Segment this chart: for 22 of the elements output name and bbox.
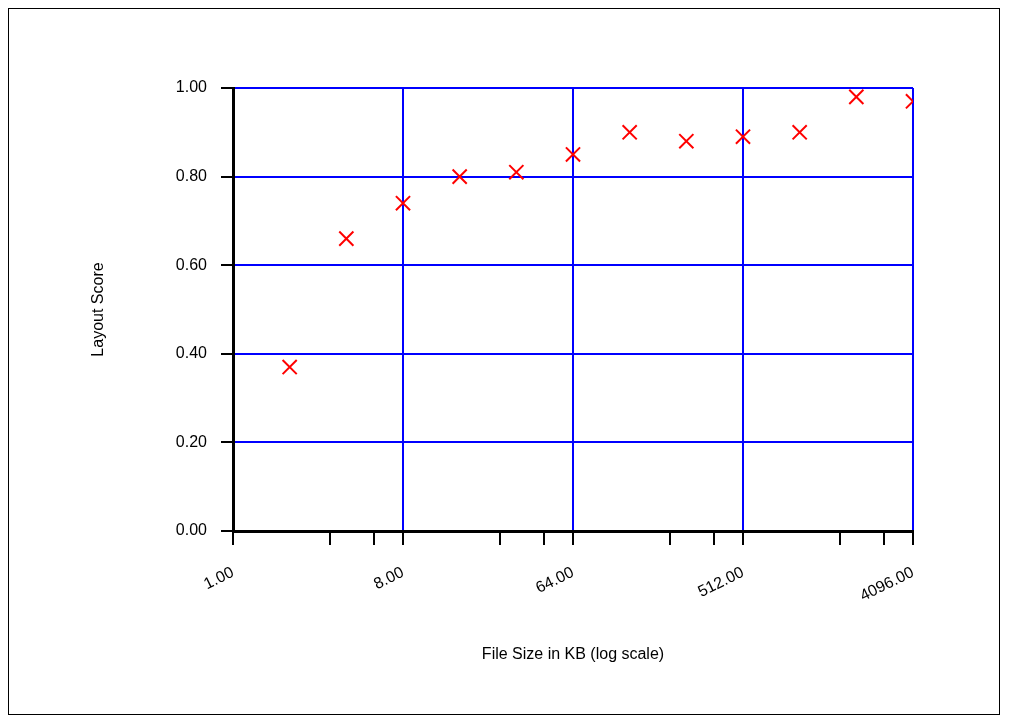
point — [338, 230, 355, 247]
point — [848, 88, 865, 105]
point — [621, 124, 638, 141]
point — [508, 164, 525, 181]
point — [734, 128, 752, 145]
point — [564, 146, 582, 163]
x-tick-label: 8.00 — [370, 562, 407, 593]
x-tick-label: 1.00 — [200, 562, 237, 593]
x-tick-label: 64.00 — [532, 562, 577, 597]
y-tick-label: 0.80 — [175, 167, 208, 185]
y-tick-label: 1.00 — [175, 78, 208, 96]
y-axis-title: Layout Score — [89, 262, 107, 357]
x-axis-title: File Size in KB (log scale) — [481, 644, 665, 662]
y-tick-label: 0.40 — [175, 344, 208, 362]
point — [678, 133, 695, 150]
y-tick-label: 0.00 — [175, 521, 208, 539]
y-tick-label: 0.60 — [175, 255, 208, 273]
y-tick-label: 0.20 — [175, 432, 208, 450]
point — [451, 168, 468, 185]
point — [281, 359, 298, 376]
point — [791, 124, 808, 141]
point — [394, 195, 412, 212]
